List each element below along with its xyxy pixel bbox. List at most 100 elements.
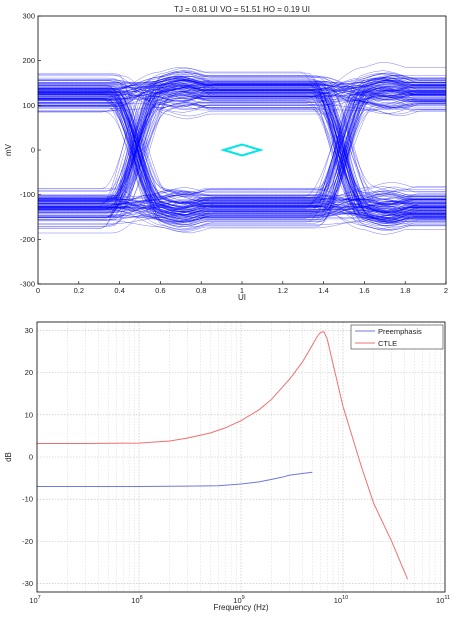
eye-trace — [38, 80, 446, 207]
eye-trace — [38, 97, 446, 219]
freq-x-tick-exp: 7 — [38, 595, 41, 601]
eye-trace — [38, 77, 446, 203]
freq-y-tick-label: -10 — [22, 495, 33, 504]
eye-x-tick-label: 1.4 — [318, 286, 328, 295]
freq-y-tick-label: -20 — [22, 537, 33, 546]
freq-x-ticks: 107 108 109 1010 1011 — [29, 595, 450, 605]
eye-trace — [38, 75, 446, 120]
eye-trace — [38, 70, 446, 208]
eye-trace — [38, 80, 446, 225]
freq-x-tick-label: 107 — [29, 595, 40, 605]
eye-trace — [38, 207, 446, 220]
eye-trace — [38, 104, 446, 232]
eye-diagram-chart: TJ = 0.81 UI VO = 51.51 HO = 0.19 UI 0 0.… — [4, 5, 448, 302]
series-line-ctle — [37, 331, 409, 580]
eye-trace — [38, 82, 446, 195]
eye-trace — [38, 81, 446, 225]
eye-trace — [38, 87, 446, 211]
eye-x-tick-label: 1.6 — [359, 286, 369, 295]
freq-y-tick-label: 20 — [25, 368, 33, 377]
freq-x-tick-exp: 10 — [342, 595, 348, 601]
eye-trace — [38, 103, 446, 226]
freq-y-tick-label: 10 — [25, 410, 33, 419]
eye-y-tick-label: 200 — [22, 56, 35, 65]
eye-trace — [38, 80, 446, 96]
eye-y-tick-label: -300 — [20, 280, 35, 289]
eye-trace — [38, 99, 446, 207]
eye-y-label: mV — [4, 143, 13, 156]
eye-x-tick-label: 1 — [240, 286, 244, 295]
legend-box — [350, 324, 444, 350]
freq-x-tick-exp: 8 — [140, 595, 143, 601]
eye-trace — [38, 91, 446, 219]
eye-trace — [38, 86, 446, 213]
eye-trace — [38, 89, 446, 208]
freq-x-tick-base: 10 — [233, 596, 241, 605]
eye-trace — [38, 85, 446, 218]
freq-series — [37, 331, 409, 580]
eye-trace — [38, 95, 446, 216]
eye-trace — [38, 90, 446, 205]
eye-trace — [38, 201, 446, 231]
eye-mask-diamond — [220, 143, 264, 157]
eye-trace — [38, 186, 446, 205]
eye-trace — [38, 87, 446, 108]
eye-trace — [38, 79, 446, 227]
eye-x-tick-label: 0.4 — [114, 286, 124, 295]
eye-trace — [38, 209, 446, 234]
eye-trace — [38, 70, 446, 214]
eye-plot-area — [38, 16, 446, 284]
eye-trace — [38, 104, 446, 218]
eye-trace — [38, 103, 446, 223]
freq-y-tick-label: -30 — [22, 579, 33, 588]
freq-x-tick-base: 10 — [131, 596, 139, 605]
eye-y-tick-label: 0 — [31, 146, 35, 155]
eye-y-tick-label: -200 — [20, 235, 35, 244]
freq-x-tick-base: 10 — [334, 596, 342, 605]
eye-trace — [38, 190, 446, 201]
eye-trace — [38, 88, 446, 229]
freq-x-tick-label: 1010 — [334, 595, 348, 605]
eye-y-tick-label: -100 — [20, 190, 35, 199]
eye-trace — [38, 72, 446, 227]
eye-x-tick-label: 0.8 — [196, 286, 206, 295]
eye-trace — [38, 90, 446, 204]
eye-x-label: UI — [238, 293, 246, 302]
eye-trace — [38, 84, 446, 221]
eye-trace — [38, 93, 446, 108]
eye-trace — [38, 85, 446, 220]
eye-y-tick-label: 100 — [22, 101, 35, 110]
eye-trace — [38, 101, 446, 222]
eye-trace — [38, 85, 446, 216]
freq-legend: Preemphasis CTLE — [350, 324, 444, 350]
eye-trace — [38, 182, 446, 207]
eye-x-tick-label: 0 — [36, 286, 40, 295]
freq-y-tick-label: 30 — [25, 326, 33, 335]
eye-y-tick-label: 300 — [22, 12, 35, 21]
eye-x-tick-label: 0.6 — [155, 286, 165, 295]
eye-trace — [38, 90, 446, 216]
eye-trace — [38, 191, 446, 210]
eye-x-tick-label: 0.2 — [74, 286, 84, 295]
freq-x-tick-base: 10 — [29, 596, 37, 605]
eye-x-tick-label: 2 — [444, 286, 448, 295]
eye-trace — [38, 79, 446, 209]
freq-y-label: dB — [4, 452, 13, 462]
eye-trace — [38, 89, 446, 107]
eye-trace — [38, 74, 446, 213]
eye-trace — [38, 92, 446, 225]
eye-trace — [38, 87, 446, 204]
freq-grid — [37, 322, 445, 592]
eye-title: TJ = 0.81 UI VO = 51.51 HO = 0.19 UI — [174, 5, 310, 14]
eye-trace — [38, 83, 446, 215]
eye-trace — [38, 201, 446, 219]
eye-trace — [38, 82, 446, 225]
freq-x-tick-label: 1011 — [436, 595, 450, 605]
eye-traces — [38, 62, 446, 235]
eye-trace — [38, 106, 446, 231]
freq-x-tick-exp: 9 — [242, 595, 245, 601]
freq-x-tick-label: 108 — [131, 595, 142, 605]
eye-trace — [38, 94, 446, 217]
